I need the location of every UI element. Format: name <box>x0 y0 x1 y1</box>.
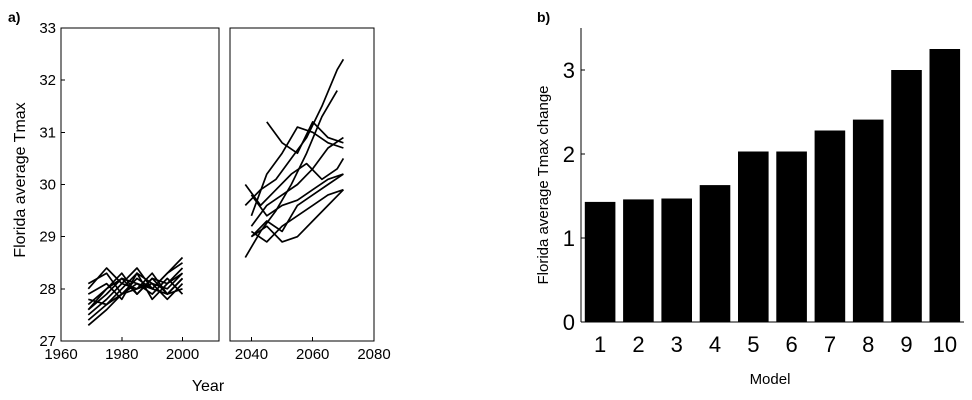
panel-b-label: b) <box>537 9 550 25</box>
panel-b-bar-model-4 <box>699 185 731 322</box>
panel-a-x-tick-label: 2000 <box>166 346 199 363</box>
panel-a-x-axis-title: Year <box>192 378 225 395</box>
panel-a-x-tick-label: 2080 <box>357 346 390 363</box>
panel-a-y-tick-label: 32 <box>39 72 56 89</box>
panel-a-series-2-line-future <box>266 121 344 155</box>
panel-b-y-tick-label: 2 <box>563 142 575 167</box>
panel-a-y-tick-label: 31 <box>39 124 56 141</box>
panel-b-y-tick-label: 0 <box>563 310 575 335</box>
panel-b-bar-model-2 <box>623 199 654 322</box>
panel-a-y-tick-label: 30 <box>39 177 56 194</box>
panel-a-series-5-line-future <box>244 157 345 207</box>
panel-b-x-tick-label: 1 <box>594 332 606 357</box>
panel-a-y-tick-label: 28 <box>39 281 56 298</box>
panel-b-x-tick-label: 6 <box>786 332 798 357</box>
panel-a-y-tick-label: 27 <box>39 333 56 350</box>
panel-b-bars <box>584 49 961 322</box>
panel-a-x-tick-label: 1960 <box>44 346 77 363</box>
panel-b-y-tick-label: 3 <box>563 58 575 83</box>
panel-a-series-9-line-historical <box>87 272 184 326</box>
panel-b-x-tick-label: 5 <box>747 332 759 357</box>
panel-b-x-tick-label: 4 <box>709 332 721 357</box>
panel-a-right-axes-box <box>229 27 375 342</box>
panel-a-y-tick-label: 29 <box>39 229 56 246</box>
panel-b-bar-model-9 <box>891 70 922 322</box>
panel-b-y-tick-label: 1 <box>563 226 575 251</box>
panel-b-bar-model-7 <box>814 130 846 322</box>
panel-a-x-tick-label: 1980 <box>105 346 138 363</box>
panel-a-y-axis-title: Florida average Tmax <box>12 102 29 257</box>
panel-b-x-tick-label: 2 <box>632 332 644 357</box>
panel-b-bar-model-8 <box>852 119 884 322</box>
panel-a-x-tick-label: 2040 <box>235 346 268 363</box>
panel-b-x-tick-label: 7 <box>824 332 836 357</box>
panel-a-series-8-line-future <box>250 173 344 238</box>
panel-b-bar-model-5 <box>738 151 769 322</box>
panel-a-series-9-line-future <box>250 188 344 243</box>
panel-b-x-axis-title: Model <box>750 371 791 388</box>
panel-a-line-chart: a) 27 28 29 30 31 32 33 1960 1980 2000 2040 2060 208… <box>8 9 391 395</box>
panel-b-y-axis-title: Florida average Tmax change <box>535 86 552 285</box>
panel-a-series-7-line-historical <box>87 272 184 301</box>
panel-b-bar-model-6 <box>776 151 807 322</box>
panel-a-series-1-line-future <box>244 58 345 206</box>
panel-a-label: a) <box>8 9 20 25</box>
panel-a-series-10-line-historical <box>87 256 184 290</box>
panel-a-series-10-line-future <box>250 189 345 243</box>
panel-b-x-tick-label: 10 <box>933 332 957 357</box>
panel-b-x-tick-label: 8 <box>862 332 874 357</box>
panel-a-series <box>87 58 345 326</box>
panel-a-x-tick-label: 2060 <box>296 346 329 363</box>
panel-a-axes <box>60 27 375 342</box>
panel-a-series-6-line-future <box>250 136 344 227</box>
panel-a-series-6-line-historical <box>87 277 184 321</box>
panel-a-series-8-line-historical <box>87 272 183 311</box>
panel-b-bar-model-10 <box>929 49 961 322</box>
panel-b-bar-model-1 <box>584 201 616 322</box>
panel-b-x-tick-label: 9 <box>900 332 912 357</box>
panel-a-y-tick-label: 33 <box>39 20 56 37</box>
panel-a-left-axes-box <box>60 27 220 342</box>
panel-a-series-3-line-future <box>250 126 344 217</box>
panel-b-x-tick-label: 3 <box>671 332 683 357</box>
panel-b-bar-model-3 <box>661 198 692 322</box>
panel-a-tick-labels: 27 28 29 30 31 32 33 1960 1980 2000 2040 2060 2080 <box>39 20 390 363</box>
panel-a-series-7-line-future <box>250 173 344 217</box>
